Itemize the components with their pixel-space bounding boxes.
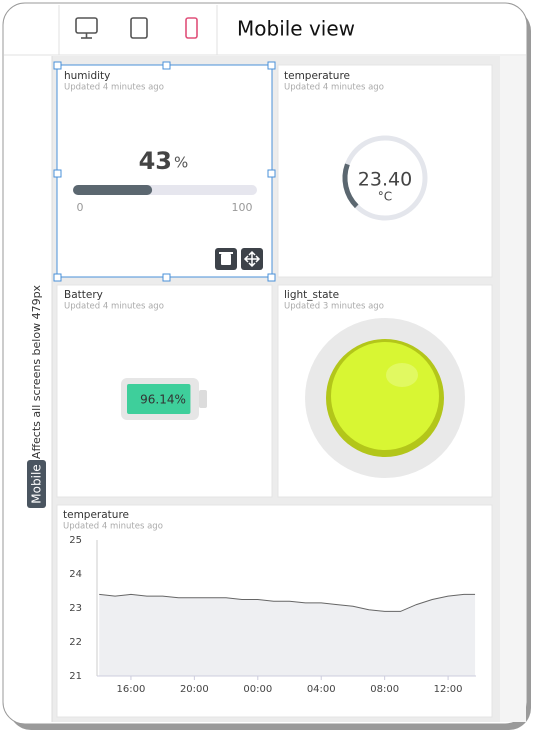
sidebar-note: Affects all screens below 479px bbox=[30, 284, 43, 459]
y-tick-label: 23 bbox=[69, 603, 82, 614]
widget-title: temperature bbox=[284, 70, 350, 82]
resize-handles[interactable] bbox=[53, 61, 276, 282]
widget-updated: Updated 4 minutes ago bbox=[284, 83, 384, 93]
badge bbox=[27, 460, 46, 508]
mobile-button[interactable] bbox=[185, 17, 198, 39]
chart-title: temperature bbox=[63, 509, 129, 521]
humidity-unit: % bbox=[174, 154, 188, 172]
gauge-value: 23.40 bbox=[358, 169, 412, 191]
sidebar-badge: Mobile bbox=[30, 464, 44, 503]
widget-updated: Updated 3 minutes ago bbox=[284, 302, 384, 312]
y-tick-label: 25 bbox=[69, 535, 82, 546]
battery-value: 96.14% bbox=[140, 393, 186, 407]
line bbox=[99, 593, 476, 612]
x-tick-label: 20:00 bbox=[180, 684, 209, 695]
widget-title: Battery bbox=[64, 289, 103, 301]
scroll-strip bbox=[500, 56, 526, 722]
widget-updated: Updated 4 minutes ago bbox=[64, 83, 164, 93]
x-tick-label: 16:00 bbox=[117, 684, 146, 695]
widget-updated: Updated 4 minutes ago bbox=[64, 302, 164, 312]
progress-min: 0 bbox=[77, 201, 84, 214]
gauge-unit: °C bbox=[378, 190, 392, 204]
battery-terminal bbox=[199, 390, 207, 408]
plot: 21 22 23 24 25 16:00 20:00 00:00 04:00 08:00 12:00 bbox=[69, 535, 476, 695]
card[interactable] bbox=[277, 64, 493, 278]
gauge-arc bbox=[342, 163, 359, 209]
desktop-button[interactable] bbox=[75, 17, 98, 39]
tablet-button[interactable] bbox=[130, 17, 148, 39]
y-tick-label: 24 bbox=[69, 569, 82, 580]
progress-fill bbox=[73, 185, 153, 195]
y-tick-label: 22 bbox=[69, 637, 82, 648]
light-highlight bbox=[386, 363, 418, 387]
widget-title: humidity bbox=[64, 70, 110, 82]
move-button[interactable] bbox=[241, 248, 263, 270]
progress-max: 100 bbox=[232, 201, 253, 214]
y-tick-label: 21 bbox=[69, 671, 82, 682]
x-tick-label: 08:00 bbox=[370, 684, 399, 695]
x-tick-label: 12:00 bbox=[434, 684, 463, 695]
chart-subtitle: Updated 4 minutes ago bbox=[63, 522, 163, 532]
battery-fill bbox=[127, 384, 191, 414]
humidity-value: 43 bbox=[139, 147, 172, 175]
toolbar-title: Mobile view bbox=[237, 17, 355, 41]
delete-button[interactable] bbox=[215, 248, 237, 270]
area bbox=[99, 594, 476, 676]
light-lamp[interactable] bbox=[331, 342, 439, 450]
widget-title: light_state bbox=[284, 289, 339, 301]
x-tick-label: 04:00 bbox=[307, 684, 336, 695]
x-tick-label: 00:00 bbox=[243, 684, 272, 695]
